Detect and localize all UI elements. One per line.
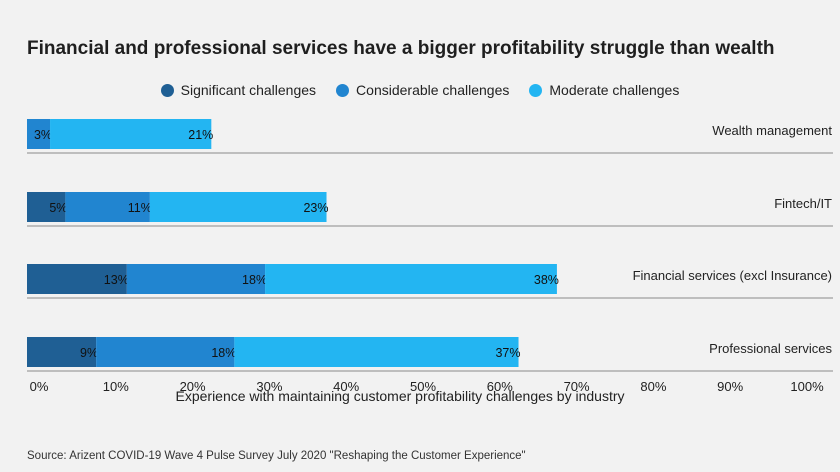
bar-segment [65,192,150,222]
x-tick-label: 40% [333,379,359,394]
data-label: 21% [188,128,213,142]
source-note: Source: Arizent COVID-19 Wave 4 Pulse Su… [27,450,526,462]
bar-segment [234,337,519,367]
x-tick-label: 80% [640,379,666,394]
bar-segment [149,192,327,222]
category-label: Fintech/IT [774,196,832,211]
legend-swatch-considerable [336,83,350,97]
legend-item-considerable: Considerable challenges [336,82,509,98]
chart-title: Financial and professional services have… [27,38,775,59]
data-label: 18% [242,273,267,287]
x-tick-label: 0% [30,379,49,394]
data-label: 11% [128,201,152,215]
data-label: 38% [534,273,559,287]
data-label: 37% [495,346,520,360]
legend-swatch-moderate [529,83,543,97]
data-label: 5% [49,201,67,215]
data-label: 3% [34,128,52,142]
category-label: Financial services (excl Insurance) [633,268,832,283]
legend-item-moderate: Moderate challenges [529,82,679,98]
x-tick-label: 60% [487,379,513,394]
x-tick-label: 70% [564,379,590,394]
x-axis-label: Experience with maintaining customer pro… [175,388,625,404]
legend: Significant challenges Considerable chal… [0,82,840,98]
x-tick-label: 10% [103,379,129,394]
legend-label-considerable: Considerable challenges [356,82,510,98]
x-tick-label: 90% [717,379,743,394]
legend-label-significant: Significant challenges [180,82,317,98]
bar-segment [96,337,235,367]
bar-segment [50,119,212,149]
bar-segment [27,337,97,367]
data-label: 23% [303,201,328,215]
bar-segment [27,264,127,294]
bar-segment [265,264,557,294]
data-label: 9% [80,346,98,360]
x-tick-label: 20% [180,379,206,394]
x-tick-label: 30% [256,379,282,394]
legend-label-moderate: Moderate challenges [549,82,680,98]
category-label: Wealth management [712,123,832,138]
bar-segment [27,192,66,222]
x-tick-label: 50% [410,379,436,394]
category-label: Professional services [709,341,832,356]
legend-swatch-significant [160,83,174,97]
x-tick-label: 100% [790,379,824,394]
data-label: 13% [104,273,129,287]
bar-segment [27,119,51,149]
data-label: 18% [211,346,236,360]
bar-segment [126,264,266,294]
legend-item-significant: Significant challenges [160,82,317,98]
